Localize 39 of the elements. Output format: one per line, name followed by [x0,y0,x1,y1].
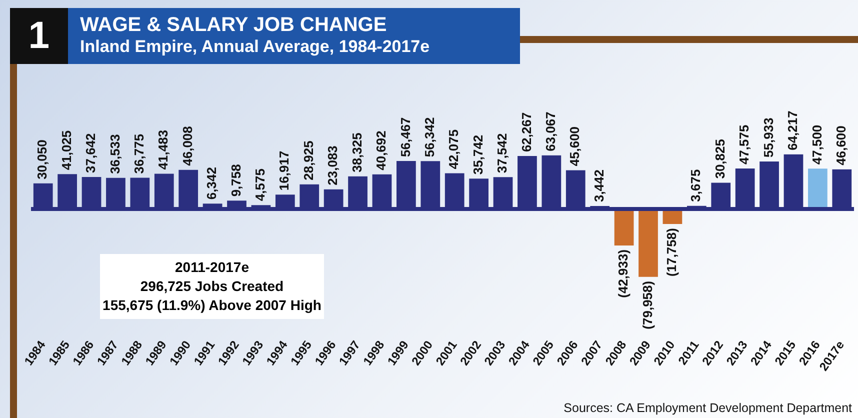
data-label: 36,533 [107,134,122,174]
data-label: 37,642 [83,133,98,173]
text: 1 [10,8,68,64]
data-label: 41,483 [156,130,171,170]
chart-title: WAGE & SALARY JOB CHANGE [80,14,388,36]
data-label: 9,758 [228,164,244,197]
data-label: (17,758) [664,228,680,276]
data-label: 40,692 [374,130,389,170]
data-label: (42,933) [616,249,631,298]
data-label: 64,217 [785,110,800,150]
data-label: 35,742 [470,134,486,175]
data-label: 46,008 [180,126,195,166]
data-label: 28,925 [300,140,316,180]
chart-subtitle: Inland Empire, Annual Average, 1984-2017e [80,36,430,58]
data-label: 3,675 [688,169,704,202]
data-label: 45,600 [567,126,582,166]
data-label: 3,442 [591,169,606,202]
data-label: 38,325 [349,132,364,172]
data-label: 30,050 [34,140,50,180]
data-label: 36,775 [132,134,147,174]
data-label: 55,933 [760,118,776,158]
data-label: 30,825 [712,139,728,179]
data-label: 37,542 [494,133,510,174]
data-label: 41,025 [58,130,74,170]
data-label: 56,467 [398,117,413,157]
data-label: 6,342 [204,167,220,200]
data-label: 42,075 [446,129,462,170]
data-label: 47,500 [809,124,824,165]
data-label: 4,575 [252,168,268,202]
data-label: 47,575 [736,124,752,165]
annotation: 2011-2017e 296,725 Jobs Created 155,675 (11.9%) Above 2007 High [100,254,324,319]
data-label: 63,067 [543,112,558,152]
data-label: 16,917 [276,150,292,191]
source-note: Sources: CA Employment Development Department [564,401,852,415]
data-label: 62,267 [518,112,534,152]
data-label: 23,083 [325,146,340,186]
data-label: (79,958) [640,280,655,330]
data-label: 56,342 [422,117,437,158]
data-label: 46,600 [833,126,848,166]
